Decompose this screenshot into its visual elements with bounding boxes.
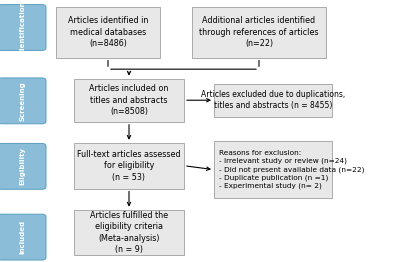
FancyBboxPatch shape — [214, 141, 332, 198]
FancyBboxPatch shape — [56, 7, 160, 58]
Text: Additional articles identified
through references of articles
(n=22): Additional articles identified through r… — [199, 16, 319, 48]
FancyBboxPatch shape — [192, 7, 326, 58]
FancyBboxPatch shape — [214, 84, 332, 117]
Text: Eligibility: Eligibility — [19, 147, 25, 185]
FancyBboxPatch shape — [74, 143, 184, 189]
Text: Articles included on
titles and abstracts
(n=8508): Articles included on titles and abstract… — [89, 84, 169, 116]
FancyBboxPatch shape — [0, 78, 46, 124]
FancyBboxPatch shape — [74, 210, 184, 255]
Text: Reasons for exclusion:
- Irrelevant study or review (n=24)
- Did not present ava: Reasons for exclusion: - Irrelevant stud… — [219, 150, 364, 189]
Text: Included: Included — [19, 220, 25, 254]
FancyBboxPatch shape — [74, 79, 184, 122]
Text: Articles identified in
medical databases
(n=8486): Articles identified in medical databases… — [68, 16, 148, 48]
Text: Full-text articles assessed
for eligibility
(n = 53): Full-text articles assessed for eligibil… — [77, 150, 181, 182]
FancyBboxPatch shape — [0, 5, 46, 50]
Text: Articles fulfilled the
eligibility criteria
(Meta-analysis)
(n = 9): Articles fulfilled the eligibility crite… — [90, 211, 168, 254]
Text: Screening: Screening — [19, 81, 25, 121]
FancyBboxPatch shape — [0, 144, 46, 189]
Text: Identification: Identification — [19, 1, 25, 54]
FancyBboxPatch shape — [0, 214, 46, 260]
Text: Articles excluded due to duplications,
titles and abstracts (n = 8455): Articles excluded due to duplications, t… — [201, 90, 345, 111]
